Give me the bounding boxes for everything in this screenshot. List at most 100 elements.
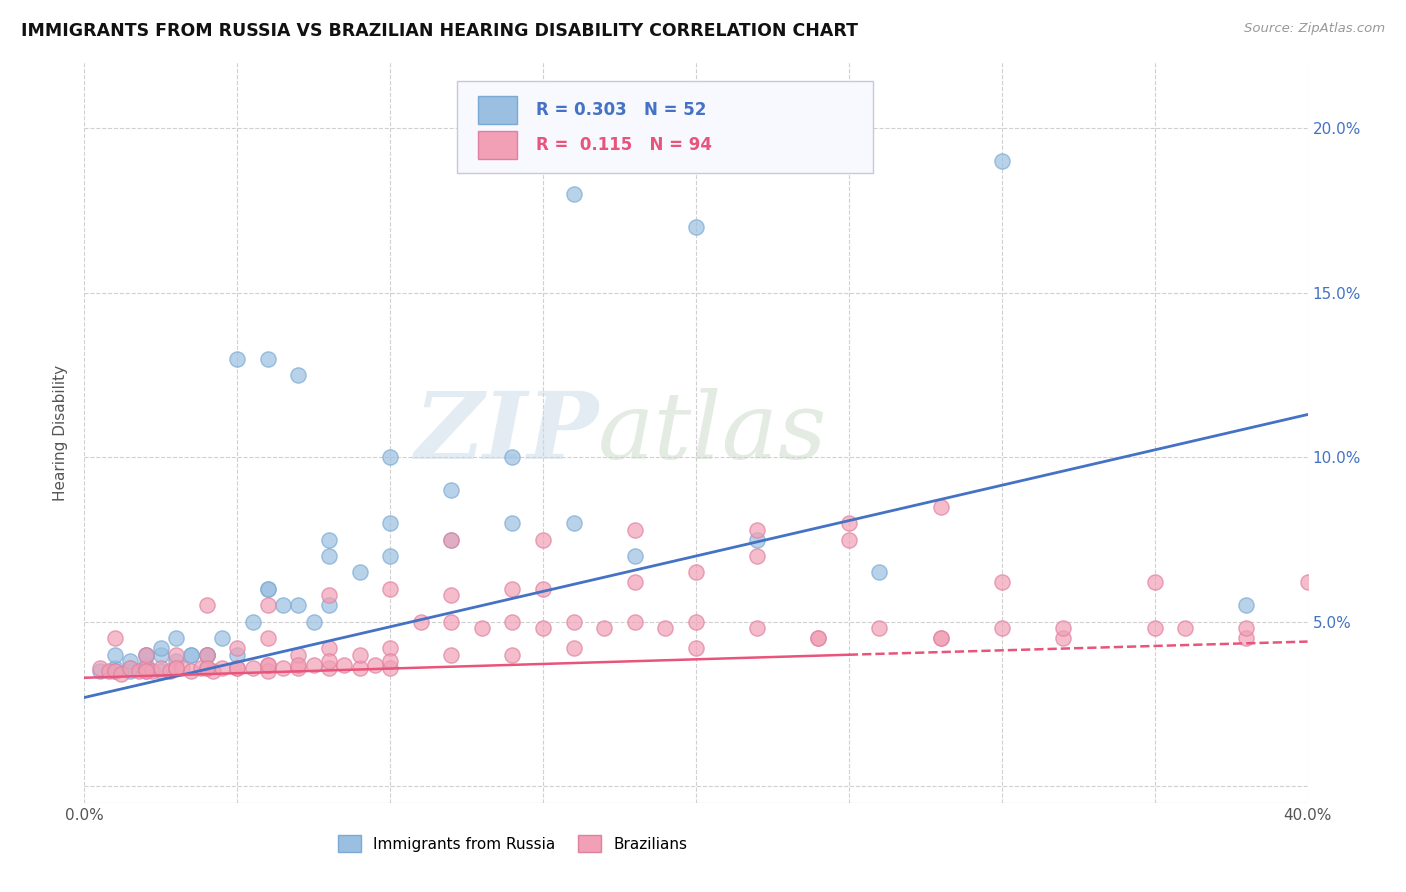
Point bbox=[364, 657, 387, 672]
Point bbox=[120, 664, 142, 678]
Point bbox=[318, 549, 340, 563]
Point bbox=[104, 632, 127, 646]
Point bbox=[440, 483, 463, 498]
Point bbox=[110, 667, 132, 681]
Point bbox=[89, 661, 111, 675]
Point bbox=[195, 661, 218, 675]
Point bbox=[318, 589, 340, 603]
Point bbox=[97, 664, 120, 678]
Point bbox=[380, 582, 402, 596]
Point bbox=[1296, 575, 1319, 590]
Point bbox=[440, 533, 463, 547]
Point bbox=[141, 664, 163, 678]
Point bbox=[349, 661, 371, 675]
Point bbox=[302, 657, 325, 672]
Point bbox=[302, 615, 325, 629]
Point bbox=[685, 615, 707, 629]
Point bbox=[89, 664, 111, 678]
Point bbox=[929, 632, 952, 646]
Text: R = 0.303   N = 52: R = 0.303 N = 52 bbox=[536, 101, 706, 119]
Point bbox=[471, 621, 494, 635]
Point bbox=[349, 566, 371, 580]
Point bbox=[135, 648, 157, 662]
Point bbox=[380, 450, 402, 465]
Point bbox=[838, 533, 860, 547]
Point bbox=[838, 516, 860, 530]
Text: atlas: atlas bbox=[598, 388, 828, 477]
Point bbox=[747, 523, 769, 537]
Point bbox=[747, 549, 769, 563]
Point bbox=[195, 648, 218, 662]
Point bbox=[165, 654, 187, 668]
Point bbox=[190, 661, 212, 675]
Point bbox=[135, 664, 157, 678]
Text: Source: ZipAtlas.com: Source: ZipAtlas.com bbox=[1244, 22, 1385, 36]
Point bbox=[991, 154, 1014, 169]
Point bbox=[1143, 575, 1166, 590]
Point bbox=[929, 500, 952, 514]
Point bbox=[149, 664, 172, 678]
Point bbox=[226, 351, 249, 366]
Point bbox=[349, 648, 371, 662]
Point bbox=[195, 648, 218, 662]
Point bbox=[1052, 621, 1074, 635]
Point bbox=[807, 632, 830, 646]
Text: R =  0.115   N = 94: R = 0.115 N = 94 bbox=[536, 136, 711, 153]
Point bbox=[409, 615, 432, 629]
Point bbox=[120, 654, 142, 668]
Legend: Immigrants from Russia, Brazilians: Immigrants from Russia, Brazilians bbox=[332, 830, 693, 858]
Point bbox=[120, 661, 142, 675]
Point bbox=[531, 533, 554, 547]
Point bbox=[1236, 632, 1258, 646]
Point bbox=[195, 648, 218, 662]
Point bbox=[287, 599, 309, 613]
Point bbox=[685, 566, 707, 580]
FancyBboxPatch shape bbox=[478, 95, 517, 124]
Point bbox=[1236, 621, 1258, 635]
Point bbox=[624, 615, 647, 629]
Point bbox=[531, 621, 554, 635]
Point bbox=[165, 661, 187, 675]
Point bbox=[838, 154, 860, 169]
Point bbox=[747, 621, 769, 635]
Point bbox=[135, 648, 157, 662]
Point bbox=[172, 661, 194, 675]
Point bbox=[287, 657, 309, 672]
Point bbox=[318, 661, 340, 675]
Point bbox=[104, 664, 127, 678]
Point bbox=[135, 648, 157, 662]
Point bbox=[128, 664, 150, 678]
Point bbox=[318, 599, 340, 613]
Point bbox=[502, 648, 524, 662]
FancyBboxPatch shape bbox=[457, 81, 873, 173]
Point bbox=[180, 648, 202, 662]
Point bbox=[120, 661, 142, 675]
Point bbox=[869, 621, 891, 635]
Point bbox=[440, 615, 463, 629]
Point bbox=[149, 661, 172, 675]
Point bbox=[624, 549, 647, 563]
Point bbox=[287, 368, 309, 382]
Point bbox=[271, 661, 294, 675]
Point bbox=[1236, 599, 1258, 613]
Point bbox=[380, 549, 402, 563]
Point bbox=[257, 599, 280, 613]
Point bbox=[991, 575, 1014, 590]
Point bbox=[562, 516, 585, 530]
Point bbox=[104, 661, 127, 675]
Point bbox=[180, 648, 202, 662]
Point bbox=[380, 516, 402, 530]
Point bbox=[159, 664, 181, 678]
Point bbox=[440, 648, 463, 662]
Point bbox=[195, 599, 218, 613]
Point bbox=[165, 648, 187, 662]
Point bbox=[226, 661, 249, 675]
Point bbox=[685, 641, 707, 656]
Point bbox=[502, 450, 524, 465]
Point bbox=[104, 648, 127, 662]
Point bbox=[226, 641, 249, 656]
Point bbox=[318, 641, 340, 656]
Point bbox=[685, 219, 707, 234]
FancyBboxPatch shape bbox=[478, 130, 517, 159]
Y-axis label: Hearing Disability: Hearing Disability bbox=[53, 365, 69, 500]
